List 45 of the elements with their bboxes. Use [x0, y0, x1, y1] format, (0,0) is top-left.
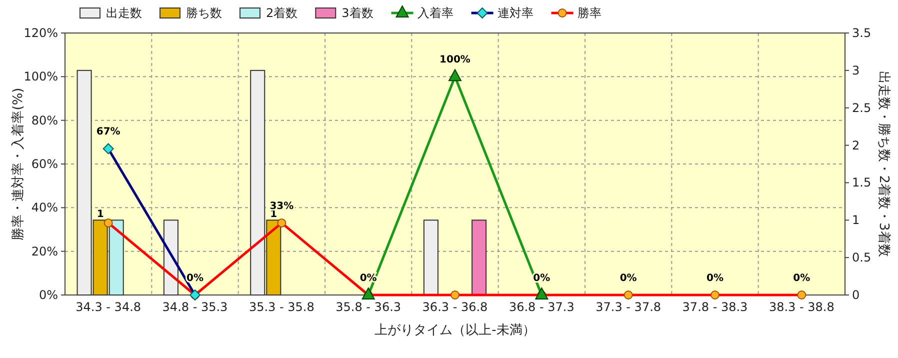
x-tick-label: 38.3 - 38.8: [768, 300, 834, 314]
data-label: 0%: [620, 273, 637, 284]
y-tick-label: 20%: [31, 244, 58, 258]
data-label: 0%: [186, 273, 204, 284]
legend-label: 勝率: [577, 6, 602, 20]
y2-tick-label: 1: [852, 213, 860, 228]
y2-tick-label: 1.5: [852, 176, 872, 190]
legend-label: 勝ち数: [186, 6, 222, 20]
y2-tick-label: 2.5: [852, 100, 872, 115]
x-tick-label: 36.8 - 37.3: [508, 300, 574, 314]
legend-label: 連対率: [497, 6, 534, 20]
y-tick-label: 40%: [31, 200, 58, 215]
y2-tick-label: 2: [852, 138, 860, 152]
data-label: 0%: [793, 273, 810, 284]
x-tick-label: 35.8 - 36.3: [336, 300, 402, 314]
data-label: 33%: [270, 200, 294, 212]
y2-tick-label: 0: [852, 288, 860, 302]
legend-label: 出走数: [106, 6, 142, 20]
y2-axis-title: 出走数・勝ち数・2着数・3着数: [876, 71, 892, 257]
y-tick-label: 0%: [38, 288, 58, 302]
y-tick-label: 120%: [24, 26, 58, 40]
y-tick-label: 100%: [24, 70, 58, 84]
x-tick-label: 35.3 - 35.8: [248, 300, 314, 314]
legend-label: 3着数: [342, 6, 374, 20]
y-axis-title: 勝率・連対率・入着率(%): [10, 88, 26, 240]
point: [362, 288, 375, 300]
y2-tick-label: 3: [852, 63, 860, 78]
x-tick-label: 34.8 - 35.3: [162, 300, 228, 314]
y-tick-label: 80%: [31, 113, 58, 128]
x-axis-title: 上がりタイム（以上-未満）: [374, 323, 536, 338]
x-tick-label: 37.3 - 37.8: [596, 300, 662, 314]
x-tick-label: 36.3 - 36.8: [422, 300, 488, 314]
legend-label: 入着率: [417, 6, 454, 20]
y2-tick-label: 0.5: [852, 250, 872, 265]
legend-label: 2着数: [266, 6, 298, 20]
data-label: 0%: [706, 273, 724, 284]
y2-tick-label: 3.5: [852, 26, 872, 40]
data-label: 67%: [96, 126, 120, 138]
data-label: 100%: [440, 54, 470, 66]
point: [535, 288, 548, 300]
x-tick-label: 37.8 - 38.3: [682, 300, 748, 314]
y-tick-label: 60%: [31, 157, 58, 171]
x-tick-label: 34.3 - 34.8: [76, 300, 142, 314]
point: [448, 69, 462, 82]
data-label: 1: [96, 209, 104, 220]
